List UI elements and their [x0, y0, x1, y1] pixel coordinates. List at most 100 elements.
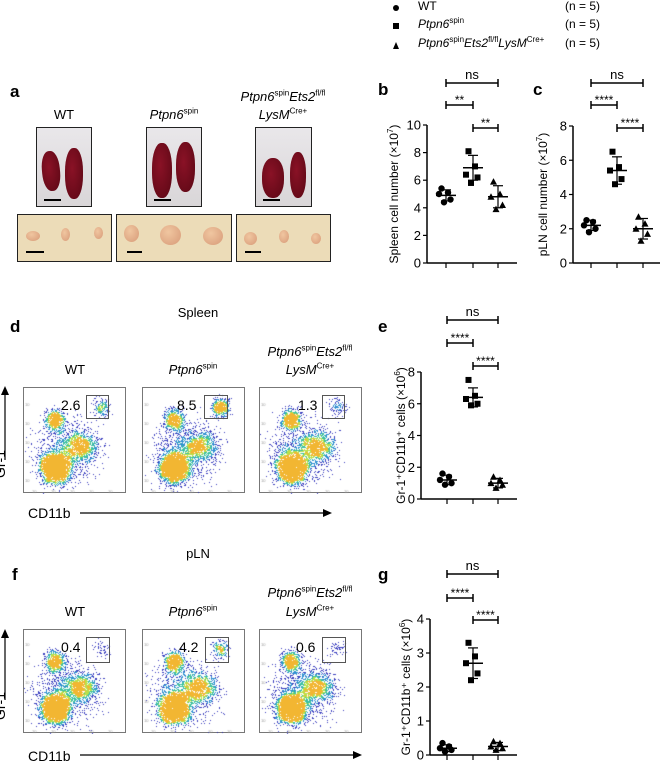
y-tick-label: 3: [417, 646, 424, 661]
y-tick-label: 6: [414, 173, 421, 188]
panel-label-c: c: [533, 80, 543, 99]
scale-bar: [26, 251, 44, 253]
significance-label: ****: [476, 354, 495, 368]
panel-label-d: d: [10, 317, 21, 336]
y-tick-label: 6: [560, 153, 567, 168]
series-triangle: [487, 178, 508, 213]
series-triangle: [487, 473, 508, 491]
gate: [322, 637, 346, 663]
legend-n: (n = 5): [565, 17, 601, 31]
scatter-chart-e: 0 2 4 6 8Gr-1⁺CD11b⁺ cells (×106) ns **** ****: [393, 304, 517, 507]
lymph-node: [244, 232, 257, 245]
data-point: [492, 746, 500, 753]
data-point: [465, 376, 472, 383]
scale-bar: [263, 199, 280, 201]
spleen: [262, 158, 284, 198]
series-square: [463, 639, 483, 684]
data-point: [465, 639, 472, 646]
y-tick-label: 8: [414, 145, 421, 160]
gate-percentage: 4.2: [179, 639, 199, 655]
data-point: [438, 185, 445, 192]
title-wt: WT: [53, 107, 75, 122]
significance-bracket: ****: [446, 586, 474, 602]
panel-label-b: b: [378, 80, 389, 99]
series-circle: [435, 185, 456, 206]
y-tick-label: 8: [408, 365, 415, 380]
significance-bracket: **: [472, 116, 499, 132]
series-square: [463, 376, 483, 409]
significance-bracket: **: [445, 93, 474, 109]
data-point: [492, 205, 500, 213]
data-point: [468, 179, 474, 186]
significance-label: ****: [451, 331, 470, 345]
x-axis-label-cd11b: CD11b: [28, 748, 71, 762]
significance-label: ns: [466, 558, 480, 573]
data-point: [618, 176, 625, 183]
lymph-node: [311, 233, 321, 244]
x-axis-label-cd11b: CD11b: [28, 505, 71, 521]
lymph-node: [279, 230, 289, 243]
lymph-node: [160, 225, 181, 245]
title-ptpn6: Ptpn6spin: [168, 361, 218, 377]
significance-bracket: ****: [616, 116, 644, 132]
gr1-arrow: [1, 629, 9, 700]
gate-percentage: 0.6: [296, 639, 316, 655]
data-point: [465, 148, 472, 155]
panel-label-g: g: [378, 565, 389, 584]
significance-label: ****: [621, 116, 640, 130]
legend-label: Ptpn6spinEts2fl/flLysMCre+: [418, 35, 545, 51]
scale-bar: [127, 251, 142, 253]
gate: [86, 395, 109, 419]
flow-plot-pln-wt: 0.4: [23, 629, 127, 734]
y-tick-label: 1: [417, 714, 424, 729]
legend-n: (n = 5): [565, 0, 601, 13]
flow-plot-spleen-wt: 2.6: [23, 387, 127, 494]
y-axis-label: pLN cell number (×107): [535, 133, 550, 257]
data-point: [609, 148, 616, 155]
scatter-chart-g: 0 1 2 3 4 Gr-1⁺CD11b⁺ cells (×106) ns **** ****: [398, 558, 517, 762]
spleen-title: Spleen: [177, 305, 219, 320]
y-axis-label: Gr-1⁺CD11b⁺ cells (×106): [393, 367, 408, 504]
data-point: [439, 470, 446, 477]
spleen-photo-wt: [36, 127, 92, 207]
legend-label: Ptpn6spin: [418, 16, 465, 32]
square-icon: [393, 23, 399, 29]
triangle-icon: [393, 42, 399, 49]
lymph-node-photo-ptpn6: [116, 214, 232, 262]
series-circle: [436, 739, 457, 755]
spleen: [176, 142, 195, 192]
spleen: [290, 152, 306, 198]
circle-icon: [393, 5, 399, 11]
y-tick-label: 4: [414, 200, 421, 215]
data-point: [499, 201, 506, 209]
flow-plot-pln-ptpn6: 4.2: [142, 629, 246, 734]
data-point: [463, 395, 469, 402]
title-ptpn6: Ptpn6spin: [149, 106, 199, 122]
y-tick-label: 2: [408, 460, 415, 475]
significance-label: ****: [476, 608, 495, 622]
title-wt: WT: [64, 362, 86, 377]
gate-percentage: 8.5: [177, 397, 197, 413]
gate-percentage: 2.6: [61, 397, 81, 413]
series-square: [607, 148, 627, 188]
data-point: [472, 163, 478, 170]
gate-percentage: 0.4: [61, 639, 81, 655]
y-tick-label: 4: [408, 428, 415, 443]
data-point: [468, 677, 474, 684]
significance-bracket: ns: [590, 67, 644, 87]
title-triple-line1: Ptpn6spinEts2fl/fl: [267, 584, 353, 600]
scale-bar: [44, 199, 61, 201]
series-circle: [436, 470, 457, 488]
significance-bracket: ns: [446, 558, 499, 578]
y-tick-label: 0: [414, 256, 421, 271]
title-triple-line1: Ptpn6spinEts2fl/fl: [240, 88, 326, 104]
significance-label: ns: [466, 304, 480, 319]
gr1-arrow: [1, 386, 9, 460]
y-tick-label: 6: [408, 396, 415, 411]
y-tick-label: 0: [560, 256, 567, 271]
data-point: [616, 164, 622, 171]
data-point: [644, 230, 651, 237]
